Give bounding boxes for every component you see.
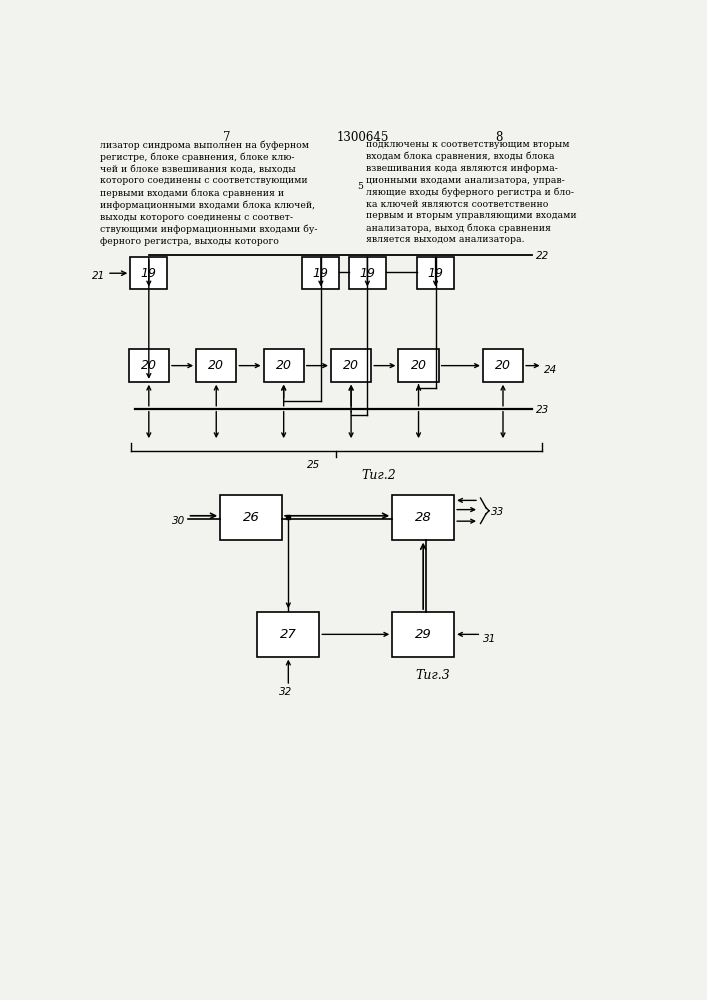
Text: 1300645: 1300645 — [337, 131, 389, 144]
Bar — [220, 495, 282, 540]
Text: 5: 5 — [358, 182, 363, 191]
Text: 25: 25 — [307, 460, 320, 470]
Bar — [392, 495, 454, 540]
Text: 19: 19 — [428, 267, 443, 280]
Text: 23: 23 — [537, 405, 549, 415]
Text: 19: 19 — [359, 267, 375, 280]
Text: 30: 30 — [172, 516, 185, 526]
Bar — [398, 349, 438, 382]
Text: 29: 29 — [415, 628, 431, 641]
Text: 27: 27 — [280, 628, 297, 641]
Text: подключены к соответствующим вторым
входам блока сравнения, входы блока
взвешива: подключены к соответствующим вторым вход… — [366, 140, 576, 244]
Text: 33: 33 — [491, 507, 505, 517]
Text: 22: 22 — [537, 251, 549, 261]
Bar — [349, 257, 386, 289]
Text: 7: 7 — [223, 131, 230, 144]
Bar — [331, 349, 371, 382]
Text: Τиг.3: Τиг.3 — [416, 669, 450, 682]
Text: 19: 19 — [313, 267, 329, 280]
Text: 32: 32 — [279, 687, 293, 697]
Text: 26: 26 — [243, 511, 259, 524]
Text: 20: 20 — [495, 359, 511, 372]
Bar — [417, 257, 454, 289]
Text: 20: 20 — [276, 359, 292, 372]
Text: 20: 20 — [209, 359, 224, 372]
Text: 20: 20 — [343, 359, 359, 372]
Bar — [392, 612, 454, 657]
Bar — [483, 349, 523, 382]
Bar — [264, 349, 304, 382]
Text: 20: 20 — [411, 359, 426, 372]
Text: 8: 8 — [496, 131, 503, 144]
Text: лизатор синдрома выполнен на буферном
регистре, блоке сравнения, блоке клю-
чей : лизатор синдрома выполнен на буферном ре… — [100, 140, 317, 246]
Bar — [129, 349, 169, 382]
Bar — [303, 257, 339, 289]
Text: 19: 19 — [141, 267, 157, 280]
Text: 28: 28 — [415, 511, 431, 524]
Bar — [257, 612, 320, 657]
Text: 31: 31 — [483, 634, 496, 644]
Bar — [196, 349, 236, 382]
Text: Τиг.2: Τиг.2 — [361, 469, 397, 482]
Text: 24: 24 — [544, 365, 557, 375]
Text: 20: 20 — [141, 359, 157, 372]
Bar — [130, 257, 168, 289]
Text: 21: 21 — [92, 271, 105, 281]
